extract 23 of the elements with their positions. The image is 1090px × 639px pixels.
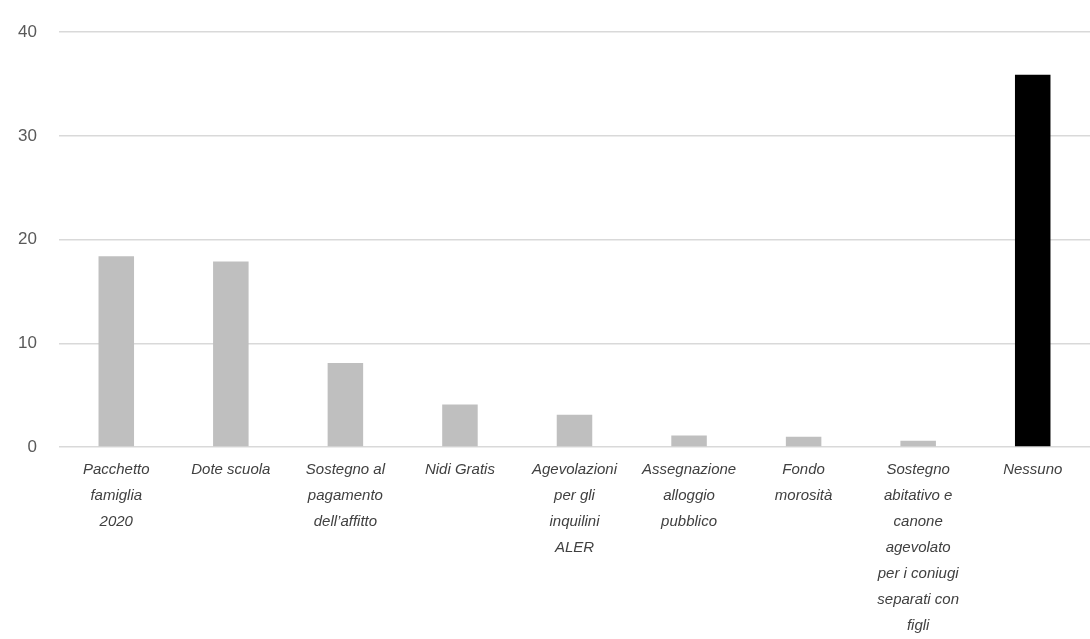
bar: [98, 256, 135, 447]
x-tick-label: Agevolazioni per gli inquilini ALER: [530, 460, 618, 556]
bar: [556, 414, 593, 447]
x-tick-label: Sostegno abitativo e canone agevolato per i coniugi separati con figli: [876, 460, 960, 634]
bar: [1014, 74, 1051, 447]
x-tick-label: Nessuno: [1003, 460, 1063, 478]
x-tick-label: Fondo morosità: [774, 460, 833, 504]
bar: [442, 404, 478, 447]
bar: [327, 363, 364, 447]
y-tick-label: 10: [18, 332, 37, 352]
y-tick-label: 20: [18, 229, 37, 249]
y-tick-label: 0: [27, 436, 37, 456]
x-tick-label: Nidi Gratis: [424, 460, 496, 478]
x-tick-label: Pacchetto famiglia 2020: [82, 460, 150, 530]
bar: [900, 440, 936, 447]
y-tick-label: 40: [18, 21, 37, 41]
y-tick-label: 30: [18, 125, 37, 145]
x-tick-label: Dote scuola: [191, 460, 271, 478]
x-tick-label: Assegnazione alloggio pubblico: [640, 460, 737, 530]
bar: [213, 261, 249, 447]
x-tick-label: Sostegno al pagamento dell’affitto: [305, 460, 386, 530]
bar: [785, 436, 822, 447]
bar: [671, 435, 707, 447]
